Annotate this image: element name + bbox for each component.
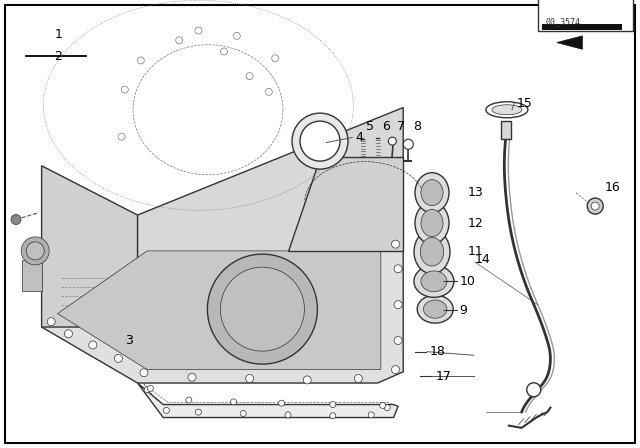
Circle shape bbox=[89, 341, 97, 349]
Text: 9: 9 bbox=[460, 303, 467, 317]
Ellipse shape bbox=[421, 210, 443, 237]
Ellipse shape bbox=[414, 265, 454, 297]
Circle shape bbox=[380, 402, 386, 409]
Bar bbox=[542, 25, 622, 30]
Polygon shape bbox=[501, 121, 511, 139]
Bar bbox=[538, 0, 632, 31]
Circle shape bbox=[246, 73, 253, 80]
Text: 11: 11 bbox=[467, 245, 483, 258]
Text: 10: 10 bbox=[460, 275, 476, 288]
Circle shape bbox=[220, 267, 305, 351]
Circle shape bbox=[147, 385, 154, 392]
Circle shape bbox=[240, 410, 246, 417]
Circle shape bbox=[115, 354, 122, 362]
Text: 17: 17 bbox=[435, 370, 451, 383]
Circle shape bbox=[246, 375, 253, 383]
Circle shape bbox=[591, 202, 599, 210]
Text: 18: 18 bbox=[430, 345, 446, 358]
Circle shape bbox=[65, 330, 72, 338]
Circle shape bbox=[285, 412, 291, 418]
Circle shape bbox=[303, 376, 311, 384]
Text: 8: 8 bbox=[413, 120, 421, 133]
Circle shape bbox=[330, 413, 336, 419]
Ellipse shape bbox=[492, 105, 522, 115]
Circle shape bbox=[292, 113, 348, 169]
Text: 15: 15 bbox=[517, 96, 533, 110]
Circle shape bbox=[230, 399, 237, 405]
Text: 5: 5 bbox=[366, 120, 374, 133]
Circle shape bbox=[234, 32, 240, 39]
Text: 6: 6 bbox=[382, 120, 390, 133]
Circle shape bbox=[278, 400, 285, 406]
Circle shape bbox=[140, 369, 148, 377]
Circle shape bbox=[394, 265, 402, 273]
Circle shape bbox=[195, 409, 202, 415]
Circle shape bbox=[186, 397, 192, 403]
Ellipse shape bbox=[415, 202, 449, 244]
Polygon shape bbox=[557, 36, 582, 49]
Polygon shape bbox=[22, 260, 42, 291]
Text: 4: 4 bbox=[355, 131, 363, 144]
Circle shape bbox=[188, 373, 196, 381]
Circle shape bbox=[26, 242, 44, 260]
Circle shape bbox=[207, 254, 317, 364]
Circle shape bbox=[138, 57, 144, 64]
Polygon shape bbox=[42, 244, 403, 383]
Ellipse shape bbox=[420, 237, 444, 266]
Text: 3: 3 bbox=[125, 334, 132, 347]
Text: 13: 13 bbox=[467, 186, 483, 199]
Circle shape bbox=[388, 137, 396, 145]
Ellipse shape bbox=[486, 102, 528, 118]
Circle shape bbox=[384, 405, 390, 411]
Polygon shape bbox=[138, 108, 403, 327]
Text: 00_3574: 00_3574 bbox=[546, 17, 581, 26]
Circle shape bbox=[122, 86, 128, 93]
Circle shape bbox=[330, 401, 336, 408]
Circle shape bbox=[176, 37, 182, 44]
Circle shape bbox=[300, 121, 340, 161]
Circle shape bbox=[221, 48, 227, 55]
Polygon shape bbox=[42, 166, 138, 327]
Ellipse shape bbox=[421, 271, 447, 292]
Text: 7: 7 bbox=[397, 120, 405, 133]
Circle shape bbox=[21, 237, 49, 265]
Circle shape bbox=[272, 55, 278, 62]
Circle shape bbox=[392, 240, 399, 248]
Circle shape bbox=[527, 383, 541, 397]
Circle shape bbox=[11, 215, 21, 224]
Text: 12: 12 bbox=[467, 216, 483, 230]
Circle shape bbox=[394, 301, 402, 309]
Circle shape bbox=[195, 27, 202, 34]
Ellipse shape bbox=[421, 180, 443, 206]
Text: 2: 2 bbox=[54, 49, 62, 63]
Text: 14: 14 bbox=[475, 253, 491, 267]
Circle shape bbox=[266, 88, 272, 95]
Circle shape bbox=[144, 387, 150, 393]
Circle shape bbox=[588, 198, 604, 214]
Text: 1: 1 bbox=[54, 28, 62, 41]
Ellipse shape bbox=[414, 230, 450, 274]
Text: 16: 16 bbox=[605, 181, 621, 194]
Circle shape bbox=[368, 412, 374, 418]
Polygon shape bbox=[288, 157, 403, 251]
Ellipse shape bbox=[424, 300, 447, 318]
Circle shape bbox=[118, 133, 125, 140]
Circle shape bbox=[47, 318, 55, 326]
Polygon shape bbox=[58, 251, 381, 370]
Circle shape bbox=[392, 366, 399, 374]
Circle shape bbox=[403, 139, 413, 149]
Circle shape bbox=[394, 336, 402, 345]
Circle shape bbox=[355, 375, 362, 383]
Circle shape bbox=[163, 407, 170, 414]
Ellipse shape bbox=[415, 172, 449, 213]
Polygon shape bbox=[138, 383, 398, 418]
Ellipse shape bbox=[417, 295, 453, 323]
